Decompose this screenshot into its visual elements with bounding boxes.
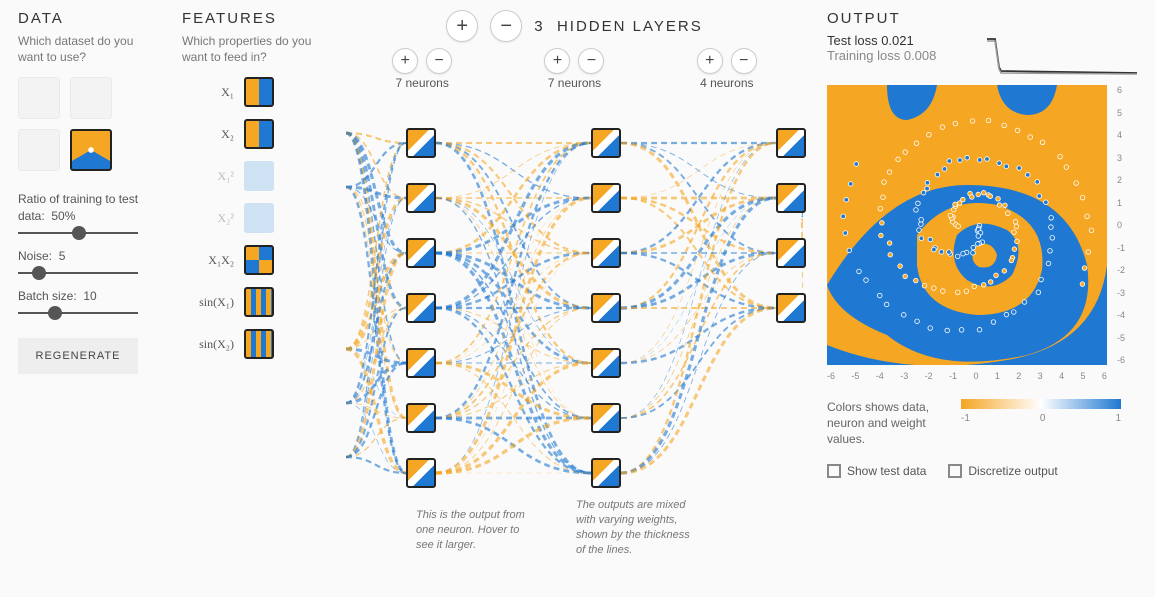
dataset-xor[interactable]: [70, 77, 112, 119]
neuron[interactable]: [406, 348, 436, 378]
remove-layer-button[interactable]: −: [490, 10, 522, 42]
feature-label: sin(X₂): [182, 337, 234, 352]
batch-label: Batch size: 10: [18, 288, 158, 304]
feature-thumb[interactable]: [244, 287, 274, 317]
feature-thumb[interactable]: [244, 161, 274, 191]
neuron[interactable]: [406, 183, 436, 213]
neuron-count: 7 neurons: [395, 76, 448, 90]
neuron[interactable]: [406, 238, 436, 268]
ratio-slider-block: Ratio of training to test data: 50%: [18, 191, 158, 233]
heatmap-y-ticks: 6543210-1-2-3-4-5-6: [1117, 85, 1125, 365]
noise-thumb[interactable]: [32, 266, 46, 280]
feature-3[interactable]: X₂²: [182, 203, 322, 233]
features-panel: FEATURES Which properties do you want to…: [182, 10, 322, 538]
neuron[interactable]: [406, 403, 436, 433]
dataset-circle[interactable]: [18, 77, 60, 119]
batch-thumb[interactable]: [48, 306, 62, 320]
feature-6[interactable]: sin(X₂): [182, 329, 322, 359]
feature-thumb[interactable]: [244, 329, 274, 359]
neuron[interactable]: [776, 238, 806, 268]
dataset-gauss[interactable]: [18, 129, 60, 171]
batch-slider[interactable]: [18, 312, 138, 314]
neuron[interactable]: [406, 458, 436, 488]
add-layer-button[interactable]: +: [446, 10, 478, 42]
neuron-count: 7 neurons: [548, 76, 601, 90]
neuron[interactable]: [591, 403, 621, 433]
loss-chart: [987, 37, 1137, 77]
ratio-label: Ratio of training to test data: 50%: [18, 191, 158, 223]
data-caption: Which dataset do you want to use?: [18, 33, 158, 65]
add-neuron-button[interactable]: +: [544, 48, 570, 74]
dataset-grid: [18, 77, 158, 171]
feature-label: X₁X₂: [182, 253, 234, 268]
feature-label: X₂²: [182, 211, 234, 226]
neuron[interactable]: [591, 128, 621, 158]
ratio-slider[interactable]: [18, 232, 138, 234]
feature-label: X₁: [182, 85, 234, 100]
network-panel: + − 3 HIDDEN LAYERS +−+−+− 7 neurons7 ne…: [346, 10, 803, 538]
ratio-thumb[interactable]: [72, 226, 86, 240]
neuron-count: 4 neurons: [700, 76, 753, 90]
noise-slider-block: Noise: 5: [18, 248, 158, 274]
feature-1[interactable]: X₂: [182, 119, 322, 149]
feature-5[interactable]: sin(X₁): [182, 287, 322, 317]
feature-2[interactable]: X₁²: [182, 161, 322, 191]
feature-0[interactable]: X₁: [182, 77, 322, 107]
show-test-data-checkbox[interactable]: Show test data: [827, 464, 926, 478]
neuron[interactable]: [776, 183, 806, 213]
feature-label: sin(X₁): [182, 295, 234, 310]
checkbox-icon: [948, 464, 962, 478]
feature-thumb[interactable]: [244, 245, 274, 275]
feature-thumb[interactable]: [244, 119, 274, 149]
neuron[interactable]: [591, 238, 621, 268]
weights-caption: The outputs are mixed with varying weigh…: [576, 498, 696, 557]
neuron[interactable]: [591, 183, 621, 213]
discretize-output-checkbox[interactable]: Discretize output: [948, 464, 1057, 478]
batch-slider-block: Batch size: 10: [18, 288, 158, 314]
dataset-spiral[interactable]: [70, 129, 112, 171]
neuron[interactable]: [776, 293, 806, 323]
remove-neuron-button[interactable]: −: [426, 48, 452, 74]
feature-label: X₁²: [182, 169, 234, 184]
add-neuron-button[interactable]: +: [392, 48, 418, 74]
feature-thumb[interactable]: [244, 77, 274, 107]
feature-4[interactable]: X₁X₂: [182, 245, 322, 275]
regenerate-button[interactable]: REGENERATE: [18, 338, 138, 374]
hidden-layers-title: 3 HIDDEN LAYERS: [534, 18, 702, 35]
neuron[interactable]: [406, 128, 436, 158]
neuron[interactable]: [591, 293, 621, 323]
neuron[interactable]: [406, 293, 436, 323]
checkbox-icon: [827, 464, 841, 478]
output-title: OUTPUT: [827, 10, 1137, 27]
neuron[interactable]: [591, 458, 621, 488]
data-panel: DATA Which dataset do you want to use? R…: [18, 10, 158, 538]
noise-label: Noise: 5: [18, 248, 158, 264]
features-caption: Which properties do you want to feed in?: [182, 33, 322, 65]
remove-neuron-button[interactable]: −: [731, 48, 757, 74]
add-neuron-button[interactable]: +: [697, 48, 723, 74]
neuron-caption: This is the output from one neuron. Hove…: [416, 508, 536, 553]
heatmap-x-ticks: -6-5-4-3-2-10123456: [827, 371, 1107, 381]
feature-label: X₂: [182, 127, 234, 142]
data-title: DATA: [18, 10, 158, 27]
color-legend: [961, 399, 1121, 409]
features-title: FEATURES: [182, 10, 322, 27]
neuron[interactable]: [591, 348, 621, 378]
output-heatmap[interactable]: [827, 85, 1107, 365]
noise-slider[interactable]: [18, 272, 138, 274]
neuron[interactable]: [776, 128, 806, 158]
legend-text: Colors shows data, neuron and weight val…: [827, 399, 947, 448]
color-legend-ticks: -1 0 1: [961, 413, 1121, 424]
feature-thumb[interactable]: [244, 203, 274, 233]
remove-neuron-button[interactable]: −: [578, 48, 604, 74]
output-panel: OUTPUT Test loss 0.021 Training loss 0.0…: [827, 10, 1137, 538]
